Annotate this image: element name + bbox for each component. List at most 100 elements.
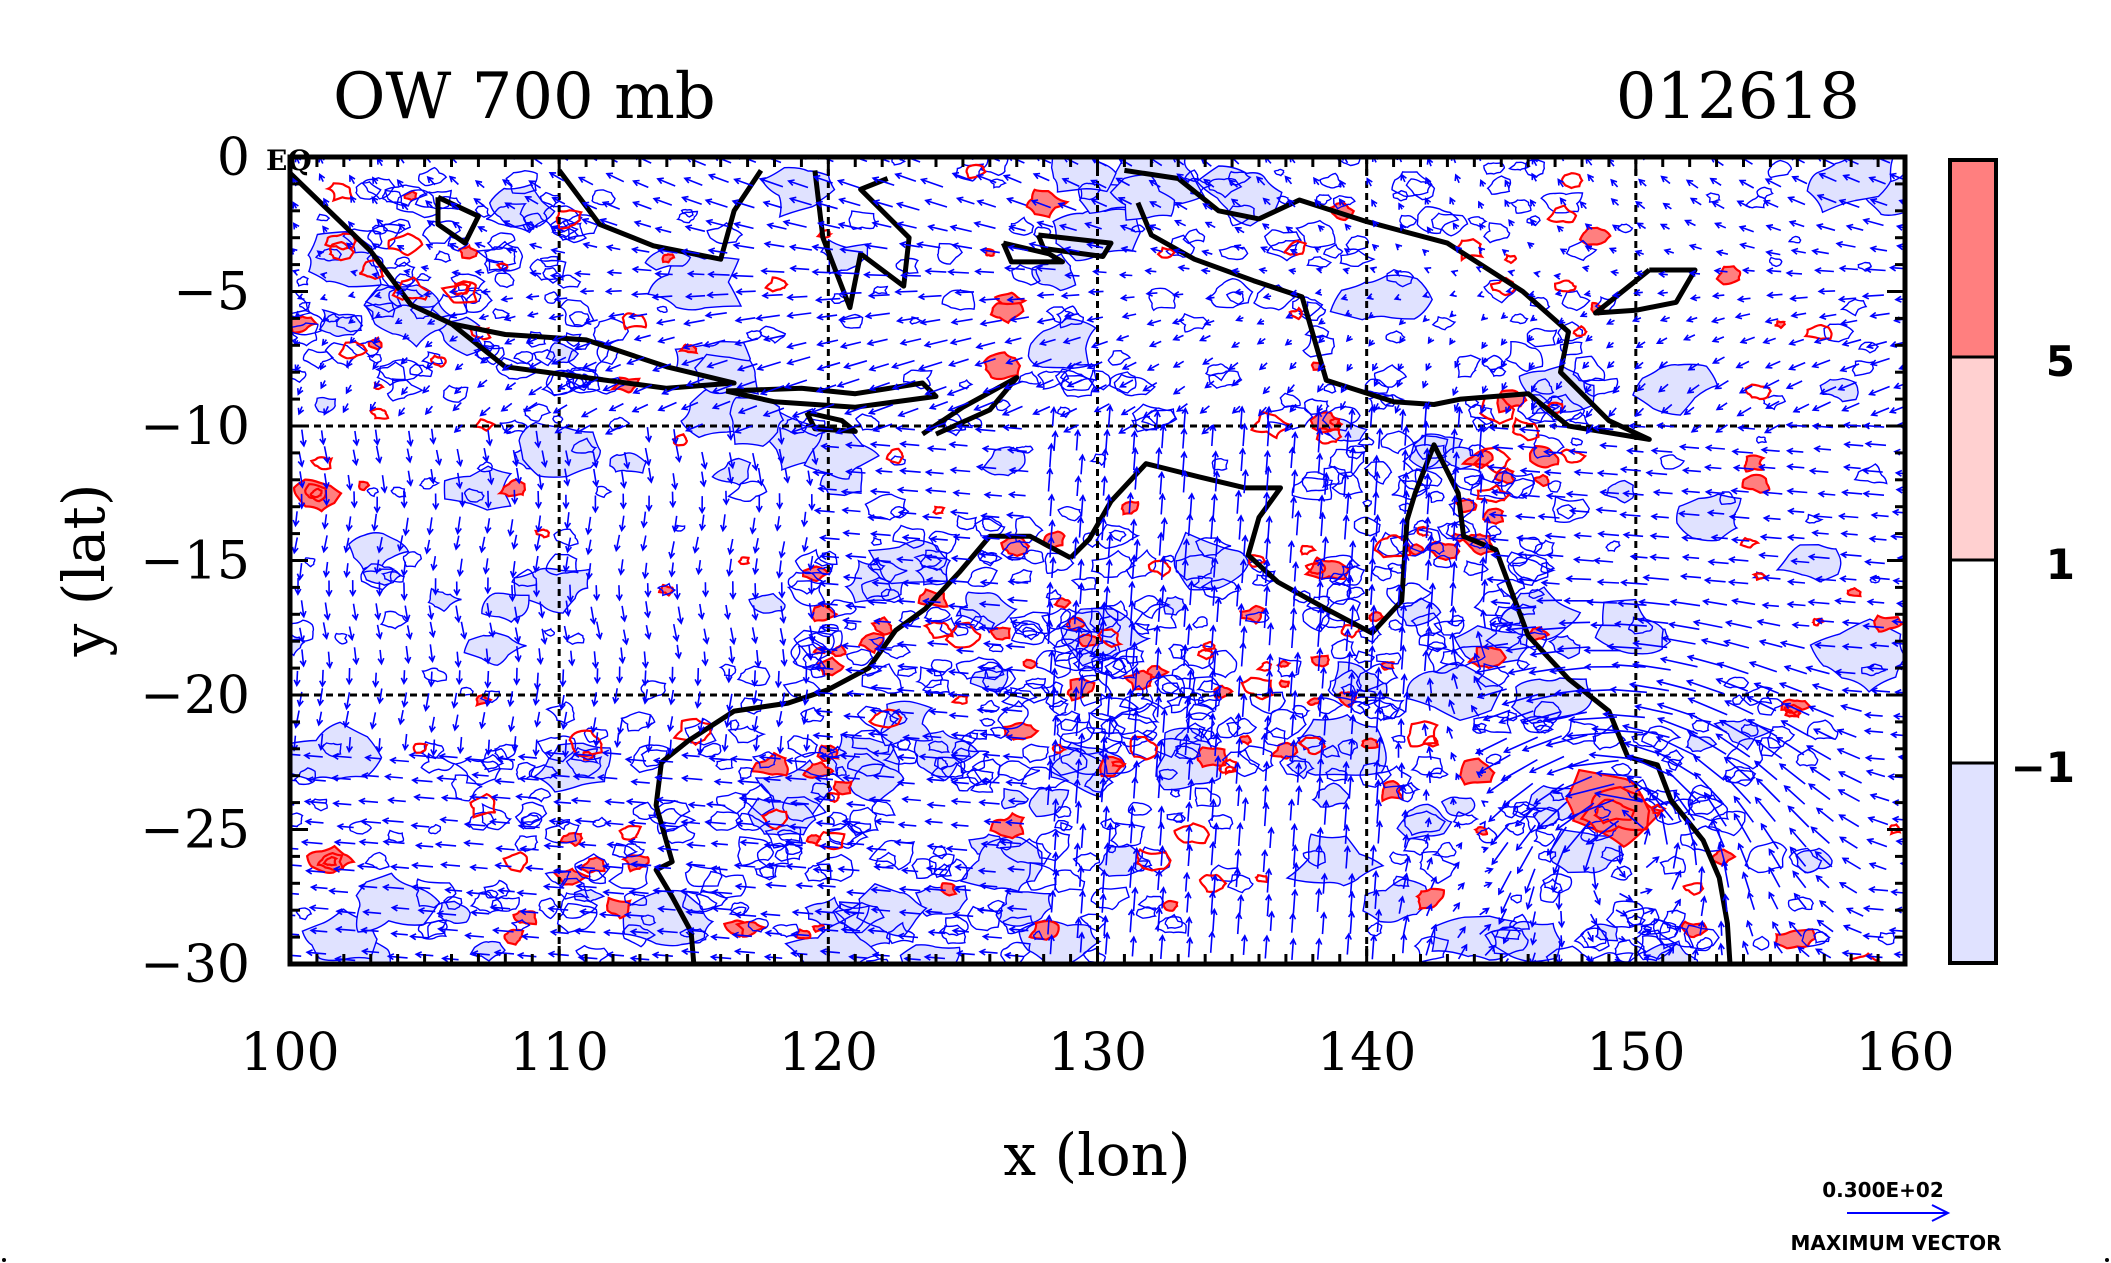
wind-vector <box>1643 828 1651 845</box>
wind-vector <box>1840 703 1862 712</box>
wind-vector <box>1542 711 1587 723</box>
negative-contour <box>409 363 433 378</box>
wind-vector <box>737 405 758 415</box>
negative-contour <box>874 851 897 869</box>
wind-vector <box>401 733 410 752</box>
wind-vector <box>867 514 888 522</box>
negative-contour <box>1032 930 1046 941</box>
wind-vector <box>845 666 864 674</box>
wind-vector <box>1000 706 1023 714</box>
negative-contour <box>522 403 552 422</box>
wind-vector <box>1142 408 1158 418</box>
y-tick-label: −5 <box>173 263 250 323</box>
wind-vector <box>1535 625 1567 634</box>
wind-vector <box>1262 607 1270 629</box>
wind-vector <box>1622 490 1644 498</box>
negative-contour <box>748 592 786 614</box>
wind-vector <box>1703 464 1722 472</box>
wind-vector <box>1581 265 1590 273</box>
wind-vector <box>397 535 405 552</box>
wind-vector <box>801 709 809 726</box>
wind-vector <box>1482 709 1511 722</box>
wind-vector <box>1479 222 1486 231</box>
negative-contour <box>486 232 516 250</box>
negative-contour <box>1137 895 1165 911</box>
wind-vector <box>1077 582 1085 604</box>
wind-vector <box>978 882 998 890</box>
wind-vector <box>1739 336 1755 344</box>
wind-vector <box>1475 266 1484 273</box>
wind-vector <box>1787 805 1810 828</box>
wind-vector <box>397 223 406 231</box>
wind-vector <box>697 603 705 621</box>
wind-vector <box>1792 870 1807 889</box>
positive-contour <box>939 882 958 897</box>
wind-vector <box>1841 857 1862 870</box>
wind-vector <box>680 774 703 782</box>
positive-contour <box>469 792 497 819</box>
wind-vector <box>331 752 352 760</box>
wind-vector <box>1205 294 1215 302</box>
negative-contour <box>361 177 396 200</box>
wind-vector <box>1555 381 1563 391</box>
colorbar-band-neutral <box>1950 560 1996 763</box>
wind-vector <box>606 269 622 277</box>
wind-vector <box>1057 202 1077 212</box>
negative-contour <box>1432 554 1452 569</box>
wind-vector <box>1131 446 1139 471</box>
negative-contour <box>1725 769 1756 787</box>
wind-vector <box>503 314 516 322</box>
wind-vector <box>422 384 431 394</box>
wind-vector <box>1230 267 1240 275</box>
wind-vector <box>1318 737 1326 759</box>
wind-vector <box>846 689 865 698</box>
wind-vector <box>845 800 866 808</box>
negative-contour <box>1227 874 1254 894</box>
wind-vector <box>507 691 515 708</box>
wind-vector <box>974 426 996 434</box>
wind-vector <box>1106 404 1114 428</box>
negative-contour <box>1057 505 1082 522</box>
wind-vector <box>499 266 511 274</box>
wind-vector <box>1239 641 1247 667</box>
negative-contour <box>1035 650 1074 679</box>
negative-contour <box>1296 734 1327 751</box>
wind-vector <box>428 621 436 639</box>
wind-vector <box>1715 249 1729 257</box>
wind-vector <box>1545 551 1564 559</box>
negative-contour <box>1016 445 1034 454</box>
wind-vector <box>1072 686 1080 711</box>
wind-vector <box>1148 179 1161 188</box>
wind-vector <box>1473 652 1482 670</box>
wind-vector <box>290 779 297 782</box>
wind-vector <box>706 291 729 299</box>
wind-vector <box>764 929 782 937</box>
negative-contour <box>1303 398 1330 416</box>
negative-contour <box>736 665 771 687</box>
wind-vector <box>511 736 519 752</box>
wind-vector <box>1185 711 1193 733</box>
wind-vector <box>1637 617 1669 625</box>
wind-vector <box>872 772 895 780</box>
positive-contour <box>1173 822 1211 845</box>
wind-vector <box>630 860 652 868</box>
negative-contour <box>1571 975 1591 989</box>
negative-contour <box>421 220 461 245</box>
wind-vector <box>1596 578 1620 586</box>
wind-vector <box>516 889 537 897</box>
wind-vector <box>869 707 890 715</box>
negative-contour <box>528 787 552 803</box>
wind-vector <box>1778 682 1803 693</box>
positive-contour <box>304 483 328 503</box>
wind-vector <box>1142 382 1158 392</box>
negative-contour <box>747 917 769 933</box>
wind-vector <box>449 311 458 319</box>
wind-vector <box>1636 383 1646 392</box>
wind-vector <box>345 384 353 395</box>
wind-vector <box>1086 361 1103 370</box>
wind-vector <box>899 467 921 475</box>
wind-vector <box>1834 668 1856 676</box>
wind-vector <box>1149 201 1162 209</box>
negative-contour <box>828 745 847 759</box>
negative-contour <box>1675 493 1742 542</box>
